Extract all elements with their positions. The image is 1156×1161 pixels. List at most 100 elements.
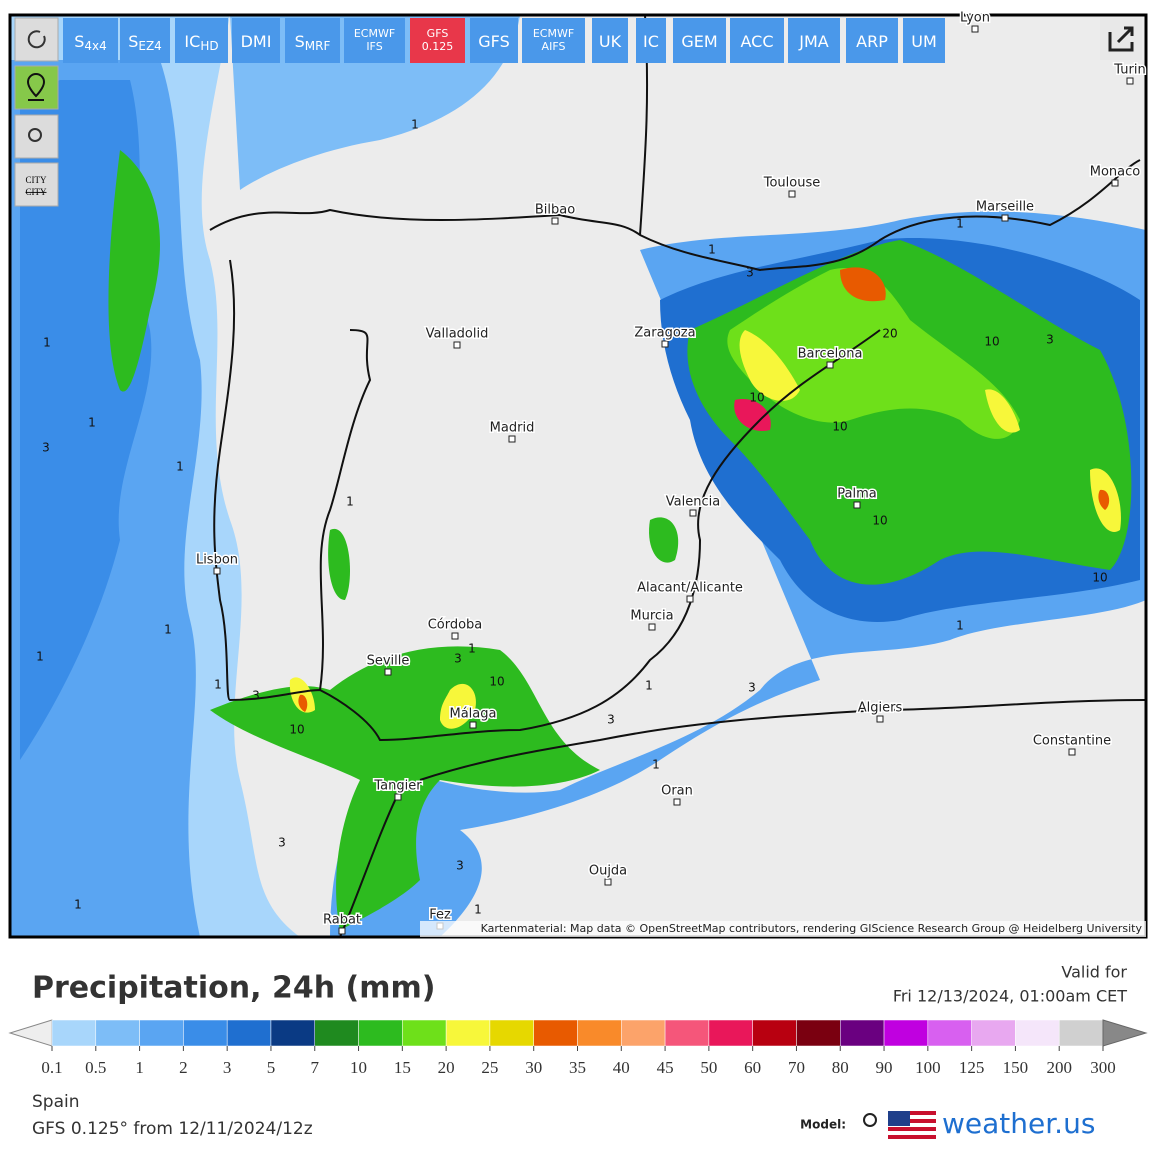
zoom-button[interactable] <box>14 114 59 159</box>
city-label: Barcelona <box>798 347 863 362</box>
contour-label: 1 <box>88 416 96 430</box>
colorbar-tick-label: 50 <box>700 1058 717 1077</box>
contour-label: 3 <box>748 681 756 695</box>
contour-label: 3 <box>252 689 260 703</box>
label-main: ARP <box>856 32 888 51</box>
city-label: Rabat <box>323 913 361 928</box>
label-main: S <box>74 32 84 51</box>
colorbar-swatch <box>314 1019 359 1047</box>
model-button[interactable] <box>232 18 280 63</box>
city-label: Monaco <box>1090 165 1141 180</box>
colorbar-swatch <box>840 1019 885 1047</box>
model-button-label: ARP <box>856 32 888 51</box>
label-main: DMI <box>241 32 272 51</box>
contour-label: 10 <box>289 723 304 737</box>
city-label: Oran <box>661 784 693 799</box>
city-marker <box>689 509 697 517</box>
city-label: Tangier <box>373 779 422 794</box>
model-button[interactable] <box>410 18 465 63</box>
contour-label: 3 <box>278 836 286 850</box>
city-marker <box>453 341 461 349</box>
location-icon <box>26 72 46 101</box>
city-marker <box>551 217 559 225</box>
colorbar-tick-label: 125 <box>959 1058 985 1077</box>
model-button[interactable] <box>522 18 585 63</box>
contour-label: 3 <box>42 441 50 455</box>
colorbar-swatch <box>183 1019 228 1047</box>
city-marker <box>384 668 392 676</box>
colorbar-tick-label: 10 <box>350 1058 367 1077</box>
city-label: Constantine <box>1033 734 1111 749</box>
model-button-label: ECMWF <box>533 27 574 40</box>
city-marker <box>1111 179 1119 187</box>
colorbar-tick-label: 30 <box>525 1058 542 1077</box>
colorbar-tick-label: 25 <box>481 1058 498 1077</box>
label-main: S <box>128 32 138 51</box>
city-marker <box>451 632 459 640</box>
model-button[interactable] <box>730 18 784 63</box>
attribution-bg <box>420 921 1146 937</box>
colorbar-tick-label: 100 <box>915 1058 941 1077</box>
model-button[interactable] <box>120 18 170 63</box>
label-sub: MRF <box>305 39 331 53</box>
city-marker <box>213 567 221 575</box>
colorbar-arrow-right <box>1102 1019 1148 1047</box>
city-label: Madrid <box>490 421 535 436</box>
colorbar-tick-label: 70 <box>788 1058 805 1077</box>
model-button[interactable] <box>470 18 518 63</box>
model-button[interactable] <box>175 18 228 63</box>
city-label: Valladolid <box>426 327 489 342</box>
contour-label: 10 <box>984 335 999 349</box>
model-button[interactable] <box>63 18 118 63</box>
model-button[interactable] <box>673 18 726 63</box>
model-button-label: GFS <box>478 32 509 51</box>
colorbar-swatch <box>445 1019 491 1047</box>
city-marker <box>338 927 346 935</box>
city-marker <box>1001 214 1009 222</box>
contour-label: 10 <box>489 675 504 689</box>
precip-field <box>10 15 1146 937</box>
contour-label: 1 <box>214 678 222 692</box>
city-label: Murcia <box>630 609 673 624</box>
refresh-button[interactable] <box>14 17 59 62</box>
colorbar-tick-label: 200 <box>1046 1058 1072 1077</box>
city-label: Fez <box>429 908 451 923</box>
legend-title: Precipitation, 24h (mm) <box>32 971 435 1006</box>
model-button-label: GFS <box>427 27 449 40</box>
location-button[interactable] <box>14 65 59 110</box>
contour-label: 1 <box>468 642 476 656</box>
model-button[interactable] <box>788 18 840 63</box>
city-button[interactable] <box>14 162 59 207</box>
city-marker <box>648 623 656 631</box>
brand: weather.us <box>942 1107 1095 1140</box>
attribution: Kartenmaterial: Map data © OpenStreetMap… <box>481 922 1143 935</box>
city-label: Zaragoza <box>634 326 695 341</box>
city-marker <box>508 435 516 443</box>
model-button[interactable] <box>636 18 666 63</box>
colorbar-swatch <box>1015 1019 1060 1047</box>
model-button-label: ACC <box>740 32 773 51</box>
city-marker <box>971 25 979 33</box>
label-sub: 4x4 <box>84 39 106 53</box>
city-marker <box>853 501 861 509</box>
city-label-off: CITY <box>26 187 47 197</box>
model-button[interactable] <box>344 18 405 63</box>
model-button[interactable] <box>846 18 898 63</box>
colorbar-swatch <box>577 1019 622 1047</box>
colorbar-swatch <box>927 1019 972 1047</box>
colorbar-swatch <box>358 1019 403 1047</box>
contour-label: 1 <box>176 460 184 474</box>
contour-label: 1 <box>956 217 964 231</box>
city-label: CITY <box>26 175 47 185</box>
contour-label: 3 <box>456 859 464 873</box>
coastline <box>209 14 1147 938</box>
model-button[interactable] <box>592 18 628 63</box>
city-label: Seville <box>367 654 410 669</box>
model-button[interactable] <box>903 18 945 63</box>
city-label: Toulouse <box>763 176 821 191</box>
contour-label-layer: 1111111111111111333333333101010101010102… <box>36 118 1107 917</box>
label-main: GEM <box>681 32 717 51</box>
model-button[interactable] <box>285 18 340 63</box>
city-label: Valencia <box>666 495 720 510</box>
